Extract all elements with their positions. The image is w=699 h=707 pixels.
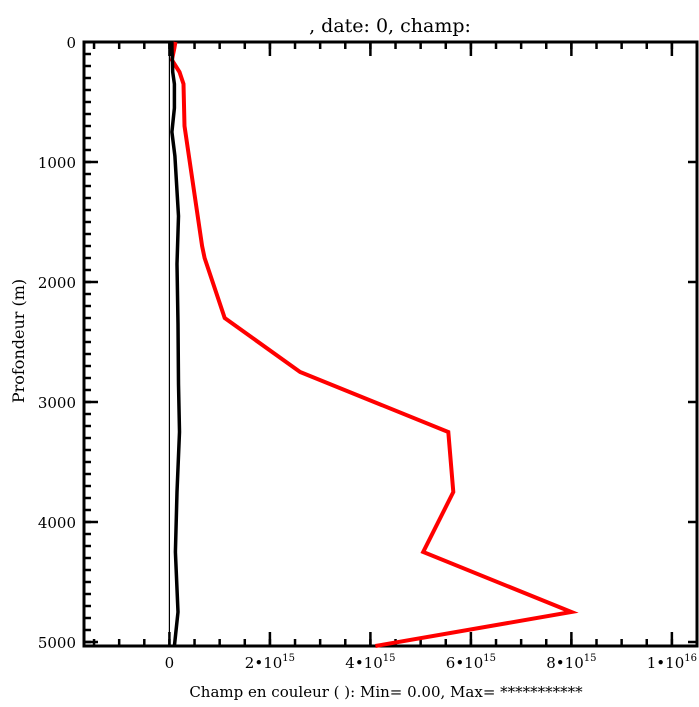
- x-tick-label: 8•1015: [546, 653, 596, 672]
- plot-frame: [82, 40, 699, 648]
- x-tick-label: 2•1015: [245, 653, 295, 672]
- chart-title: , date: 0, champ:: [309, 15, 471, 37]
- x-tick-label: 1•1016: [647, 653, 697, 672]
- y-axis-label: Profondeur (m): [9, 279, 28, 403]
- x-axis-label: Champ en couleur ( ): Min= 0.00, Max= **…: [189, 683, 583, 701]
- red-profile-line: [169, 41, 579, 648]
- black-profile-line: [170, 42, 182, 647]
- x-tick-label: 4•1015: [345, 653, 395, 672]
- y-tick-label: 3000: [38, 394, 76, 412]
- y-tick-label: 0: [66, 34, 76, 52]
- plot-area: 0 2•1015 4•1015 6•1015 8•1015 1•1016 0 1000 2000…: [38, 34, 699, 672]
- y-tick-label: 1000: [38, 154, 76, 172]
- y-tick-label: 5000: [38, 634, 76, 652]
- y-tick-label: 2000: [38, 274, 76, 292]
- x-tick-label: 0: [165, 654, 175, 672]
- x-tick-label: 6•1015: [446, 653, 496, 672]
- y-tick-label: 4000: [38, 514, 76, 532]
